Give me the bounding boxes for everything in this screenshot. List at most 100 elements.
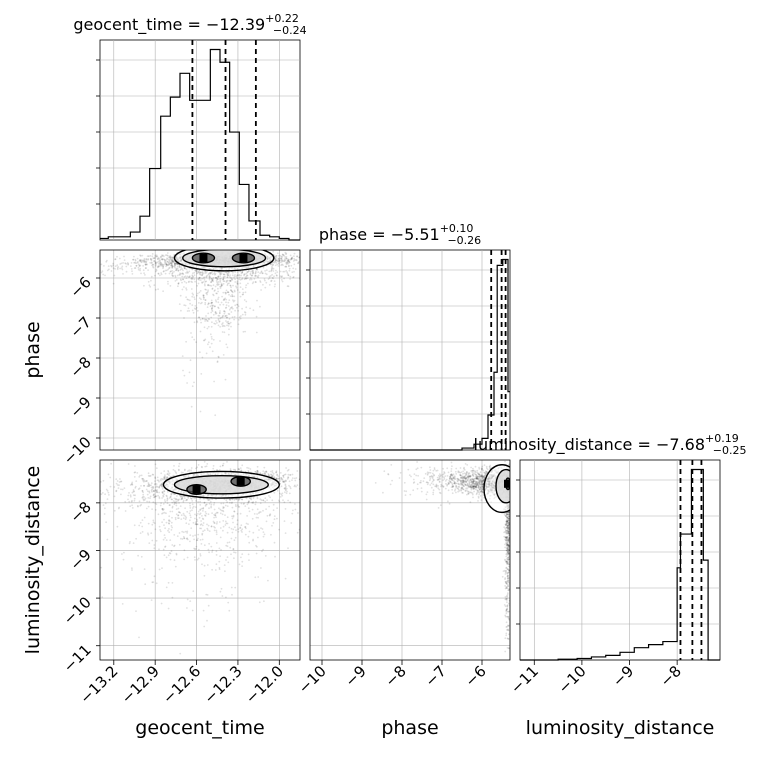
sample-point xyxy=(217,271,220,273)
sample-point xyxy=(106,498,109,500)
sample-point xyxy=(215,516,217,519)
sample-point xyxy=(214,526,216,529)
sample-point xyxy=(289,258,292,261)
sample-point xyxy=(148,491,151,494)
sample-point xyxy=(161,485,163,488)
sample-point xyxy=(282,270,285,273)
sample-point xyxy=(209,346,211,349)
sample-point xyxy=(198,316,200,319)
sample-point xyxy=(123,487,126,489)
sample-point xyxy=(206,327,209,330)
sample-point xyxy=(155,503,158,505)
sample-point xyxy=(215,320,217,322)
sample-point xyxy=(53,262,55,264)
sample-point xyxy=(206,320,209,322)
sample-point xyxy=(130,262,133,264)
sample-point xyxy=(151,261,153,264)
sample-point xyxy=(230,502,233,504)
sample-point xyxy=(184,515,187,518)
sample-point xyxy=(205,280,208,283)
sample-point xyxy=(223,298,226,301)
sample-point xyxy=(281,257,283,259)
sample-point xyxy=(273,280,276,282)
sample-point xyxy=(152,490,155,492)
sample-point xyxy=(116,255,118,258)
sample-point xyxy=(132,258,135,261)
sample-point xyxy=(176,263,179,266)
sample-point xyxy=(179,272,181,275)
sample-point xyxy=(236,280,239,283)
sample-point xyxy=(178,502,180,504)
sample-point xyxy=(243,278,246,281)
sample-point xyxy=(239,286,242,289)
sample-point xyxy=(249,497,251,500)
sample-point xyxy=(205,465,208,468)
sample-point xyxy=(198,513,201,516)
sample-point xyxy=(219,275,222,277)
sample-point xyxy=(276,259,279,262)
sample-point xyxy=(141,525,144,528)
sample-point xyxy=(140,503,143,506)
sample-point xyxy=(254,275,257,278)
sample-point xyxy=(169,270,172,273)
sample-point xyxy=(220,285,223,287)
sample-point xyxy=(224,297,227,300)
sample-point xyxy=(163,554,166,557)
sample-point xyxy=(284,491,286,494)
sample-point xyxy=(178,532,181,534)
sample-point xyxy=(169,258,172,260)
sample-point xyxy=(225,306,228,309)
sample-point xyxy=(231,290,234,293)
sample-point xyxy=(162,266,165,268)
sample-point xyxy=(238,316,241,318)
sample-point xyxy=(201,515,203,517)
sample-point xyxy=(281,492,284,495)
sample-point xyxy=(227,305,230,307)
sample-point xyxy=(285,253,287,256)
sample-point xyxy=(236,283,239,285)
sample-point xyxy=(100,493,103,496)
sample-point xyxy=(198,270,201,272)
sample-point xyxy=(177,282,180,285)
sample-point xyxy=(207,529,209,531)
sample-point xyxy=(128,492,130,494)
sample-point xyxy=(245,306,248,309)
sample-point xyxy=(213,513,216,516)
sample-point xyxy=(288,492,291,495)
sample-point xyxy=(229,501,231,504)
sample-point xyxy=(147,472,150,475)
sample-point xyxy=(67,507,69,509)
sample-point xyxy=(236,513,239,515)
sample-point xyxy=(240,556,242,559)
sample-point xyxy=(137,488,140,491)
sample-point xyxy=(222,276,225,279)
sample-point xyxy=(215,300,218,303)
sample-point xyxy=(219,317,222,320)
sample-point xyxy=(302,273,304,275)
sample-point xyxy=(205,292,208,295)
sample-point xyxy=(209,273,212,275)
sample-point xyxy=(190,277,193,279)
sample-point xyxy=(215,511,218,514)
sample-point xyxy=(188,310,191,312)
sample-point xyxy=(202,507,205,510)
sample-point xyxy=(228,322,231,325)
sample-point xyxy=(208,318,211,321)
sample-point xyxy=(241,498,243,501)
sample-point xyxy=(226,324,228,327)
sample-point xyxy=(75,484,77,486)
sample-point xyxy=(112,282,115,285)
sample-point xyxy=(271,470,274,472)
sample-point xyxy=(77,488,79,490)
sample-point xyxy=(80,470,82,472)
sample-point xyxy=(231,306,233,308)
sample-point xyxy=(212,313,215,316)
panel-title: phase = −5.51+0.10 −0.26 xyxy=(319,222,481,247)
sample-point xyxy=(226,316,229,319)
sample-point xyxy=(232,271,234,274)
sample-point xyxy=(119,478,121,480)
sample-point xyxy=(159,255,162,258)
density-peak xyxy=(199,254,208,262)
sample-point xyxy=(256,275,259,278)
sample-point xyxy=(172,474,175,477)
